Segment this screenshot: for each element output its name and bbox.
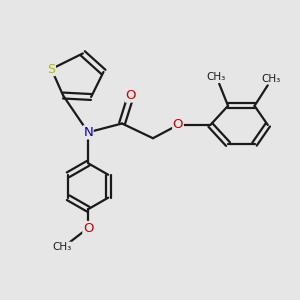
Text: CH₃: CH₃ xyxy=(52,242,71,252)
Text: N: N xyxy=(83,126,93,139)
Text: S: S xyxy=(47,62,56,76)
Text: CH₃: CH₃ xyxy=(207,72,226,82)
Text: O: O xyxy=(173,118,183,131)
Text: O: O xyxy=(83,221,93,235)
Text: CH₃: CH₃ xyxy=(261,74,280,84)
Text: O: O xyxy=(126,89,136,102)
